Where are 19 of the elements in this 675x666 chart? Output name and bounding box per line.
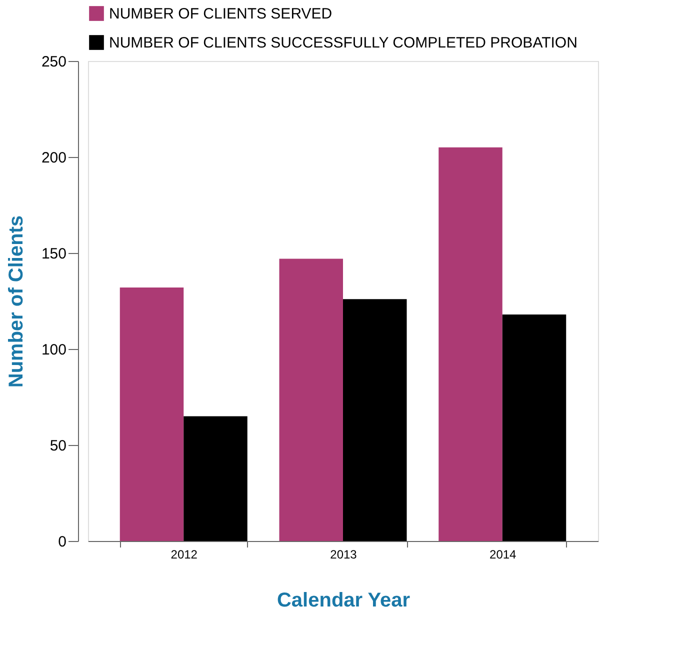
bar	[184, 416, 248, 541]
legend-label: NUMBER OF CLIENTS SUCCESSFULLY COMPLETED PROBATION	[109, 34, 578, 52]
x-axis-title: Calendar Year	[276, 590, 410, 612]
bar	[120, 288, 184, 541]
x-tick-label: 2013	[330, 548, 358, 562]
y-tick-label: 200	[41, 150, 66, 166]
y-tick-label: 150	[41, 246, 66, 262]
y-tick-label: 100	[41, 342, 66, 358]
y-tick-label: 250	[41, 54, 66, 70]
x-tick-label: 2014	[490, 548, 517, 562]
legend-label: NUMBER OF CLIENTS SERVED	[109, 6, 332, 22]
y-axis-title: Number of Clients	[5, 215, 28, 388]
bar	[279, 258, 343, 541]
bar	[438, 147, 502, 541]
x-tick-label: 2012	[170, 548, 198, 562]
bar	[502, 314, 566, 541]
bar	[343, 299, 407, 541]
y-tick-label: 50	[50, 438, 66, 454]
y-tick-label: 0	[58, 534, 66, 550]
